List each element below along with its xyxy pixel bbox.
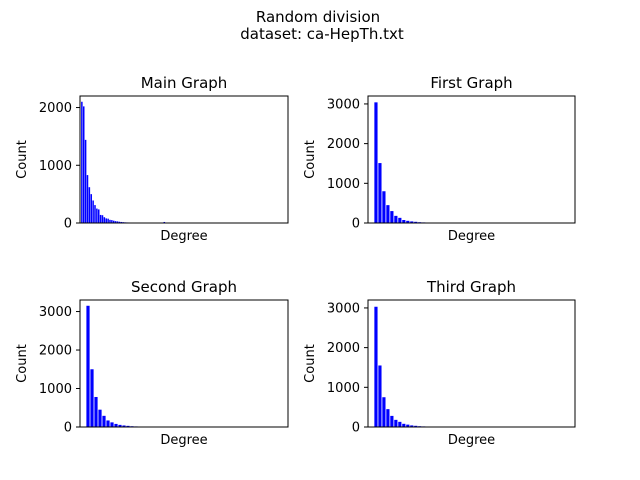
- first-graph-bar: [402, 220, 406, 223]
- third-graph-bar: [390, 415, 394, 427]
- main-graph-bar: [81, 101, 83, 223]
- main-graph-ytick-label: 1000: [39, 159, 72, 174]
- first-graph-ytick-label: 0: [352, 217, 360, 232]
- main-graph-bar: [96, 208, 98, 223]
- main-graph-bar: [109, 219, 111, 223]
- main-graph-bar: [83, 106, 85, 223]
- third-graph-ytick-label: 3000: [327, 301, 360, 316]
- first-graph-bar: [398, 217, 402, 223]
- second-graph-xlabel: Degree: [160, 433, 207, 448]
- first-graph-bar: [410, 221, 414, 223]
- main-graph-bar: [84, 139, 87, 223]
- first-graph-title: First Graph: [430, 74, 512, 92]
- main-graph-bar: [105, 218, 107, 223]
- second-graph-ytick-label: 2000: [39, 344, 72, 359]
- third-graph-ytick-label: 2000: [327, 341, 360, 356]
- first-graph-ylabel: Count: [303, 140, 318, 179]
- third-graph-ytick-label: 0: [352, 421, 360, 436]
- third-graph-ytick-label: 1000: [327, 381, 360, 396]
- third-graph-bar: [414, 425, 418, 427]
- third-graph-bar: [386, 409, 390, 427]
- main-graph-bar: [111, 220, 113, 223]
- main-graph-bar: [97, 209, 100, 223]
- third-graph-chart: 0 1000 2000 3000 Third Graph Degree Count: [303, 278, 576, 448]
- second-graph-bar: [114, 423, 118, 427]
- first-graph-bar: [382, 191, 386, 223]
- main-graph-bar: [92, 200, 94, 223]
- first-graph-xlabel: Degree: [448, 229, 495, 244]
- main-graph-bar: [118, 221, 121, 223]
- third-graph-bar: [402, 423, 406, 427]
- first-graph-axes-frame: [367, 95, 576, 224]
- main-graph-bar: [163, 221, 166, 223]
- second-graph-ytick-label: 0: [64, 421, 72, 436]
- main-graph-bar: [103, 217, 106, 223]
- main-graph-bar: [120, 221, 122, 223]
- charts-layer: 0 1000 2000 Main Graph Degree Count 0 1000 2000 3…: [15, 74, 576, 448]
- first-graph-bar: [378, 163, 382, 223]
- third-graph-bar: [398, 421, 402, 427]
- main-graph-bar: [116, 221, 119, 223]
- first-graph-bar: [390, 211, 394, 223]
- third-graph-bar: [406, 424, 410, 427]
- second-graph-bar: [126, 425, 130, 427]
- third-graph-bar: [410, 425, 414, 427]
- second-graph-bar: [102, 415, 106, 427]
- main-graph-ytick-label: 0: [64, 217, 72, 232]
- third-graph-bar: [374, 306, 378, 427]
- second-graph-ylabel: Count: [15, 344, 30, 383]
- second-graph-axes-frame: [79, 299, 289, 428]
- main-graph-bar: [112, 220, 115, 223]
- figure-subtitle: dataset: ca-HepTh.txt: [240, 25, 404, 43]
- first-graph-bar: [374, 102, 378, 223]
- second-graph-bar: [86, 305, 90, 427]
- main-graph-bar: [114, 221, 117, 223]
- first-graph-ytick-label: 3000: [327, 97, 360, 112]
- second-graph-bar: [118, 424, 122, 427]
- first-graph-bar: [394, 215, 398, 223]
- second-graph-title: Second Graph: [131, 278, 237, 296]
- third-graph-ylabel: Count: [303, 344, 318, 383]
- main-graph-bar: [107, 218, 109, 223]
- first-graph-ytick-label: 2000: [327, 137, 360, 152]
- main-graph-title: Main Graph: [141, 74, 228, 92]
- main-graph-bar: [90, 194, 92, 223]
- main-graph-axes-frame: [79, 95, 289, 224]
- first-graph-bar: [414, 221, 418, 223]
- third-graph-bar: [382, 397, 386, 427]
- main-graph-xlabel: Degree: [160, 229, 207, 244]
- first-graph-bar: [406, 220, 410, 223]
- first-graph-ytick-label: 1000: [327, 177, 360, 192]
- figure-title: Random division: [256, 8, 380, 26]
- main-graph-bar: [99, 214, 102, 223]
- main-graph-ylabel: Count: [15, 140, 30, 179]
- second-graph-bar: [94, 396, 98, 427]
- first-graph-chart: 0 1000 2000 3000 First Graph Degree Count: [303, 74, 576, 244]
- main-graph-bar: [94, 205, 96, 223]
- main-graph-chart: 0 1000 2000 Main Graph Degree Count: [15, 74, 289, 244]
- second-graph-bar: [90, 369, 94, 427]
- main-graph-bar: [88, 187, 91, 223]
- main-graph-bar: [101, 215, 104, 223]
- second-graph-ytick-label: 3000: [39, 305, 72, 320]
- second-graph-bar: [106, 420, 110, 427]
- third-graph-bar: [394, 419, 398, 427]
- second-graph-bar: [98, 409, 102, 427]
- second-graph-bar: [122, 425, 126, 427]
- second-graph-ytick-label: 1000: [39, 382, 72, 397]
- main-graph-ytick-label: 2000: [39, 101, 72, 116]
- first-graph-bar: [386, 205, 390, 223]
- third-graph-xlabel: Degree: [448, 433, 495, 448]
- second-graph-bar: [110, 422, 114, 427]
- main-graph-bar: [86, 175, 89, 223]
- third-graph-axes-frame: [367, 299, 576, 428]
- third-graph-bar: [378, 365, 382, 427]
- third-graph-title: Third Graph: [426, 278, 516, 296]
- second-graph-chart: 0 1000 2000 3000 Second Graph Degree Count: [15, 278, 289, 448]
